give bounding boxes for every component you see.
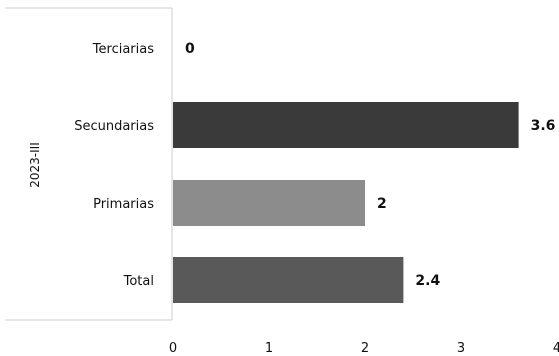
value-label-terciarias: 0 (185, 41, 195, 57)
category-label-secundarias: Secundarias (74, 119, 154, 134)
bar-total (173, 257, 404, 303)
group-label: 2023-III (28, 142, 42, 188)
x-tick-label-3: 3 (457, 341, 465, 356)
x-tick-label-1: 1 (265, 341, 273, 356)
value-label-primarias: 2 (377, 196, 387, 212)
bar-primarias (173, 180, 365, 226)
category-label-total: Total (123, 274, 154, 289)
value-label-total: 2.4 (415, 273, 440, 289)
x-tick-label-4: 4 (553, 341, 559, 356)
x-tick-label-0: 0 (169, 341, 177, 356)
category-label-terciarias: Terciarias (92, 42, 154, 57)
bars-layer: Terciarias 0 Secundarias 3.6 Primarias 2 Total… (74, 41, 555, 303)
category-label-primarias: Primarias (93, 197, 154, 212)
bar-secundarias (173, 102, 519, 148)
x-axis-ticks: 0 1 2 3 4 (169, 341, 559, 356)
value-label-secundarias: 3.6 (531, 118, 556, 134)
x-tick-label-2: 2 (361, 341, 369, 356)
